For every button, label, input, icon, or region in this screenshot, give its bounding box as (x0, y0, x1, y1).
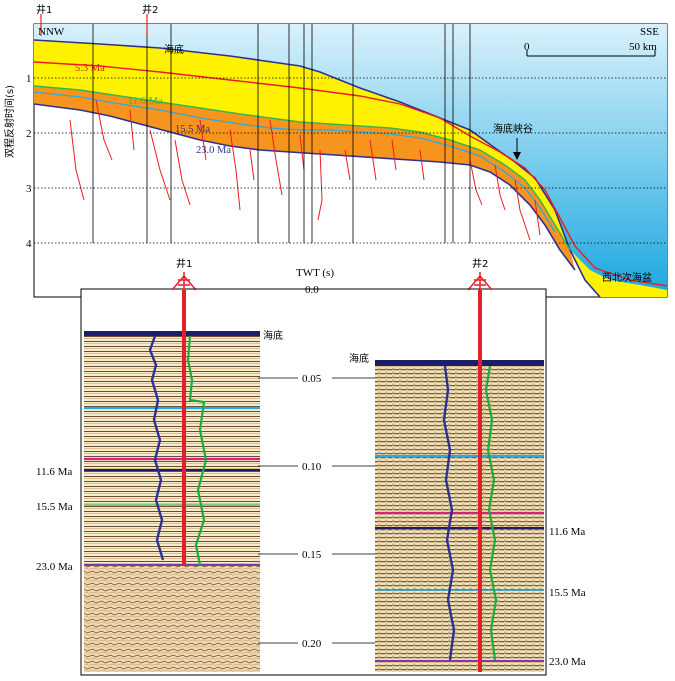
twt-tick-015: 0.15 (302, 549, 322, 561)
right-seismic-panel (375, 290, 544, 672)
top-profile: 井1 井2 NNW SSE 0 50 km 双程反射时间(s) 1 2 3 4 … (3, 3, 668, 298)
survey-lines (92, 24, 471, 243)
right-horizon-15-5-label: 15.5 Ma (549, 587, 586, 599)
y-axis-title: 双程反射时间(s) (3, 85, 16, 158)
left-green-log (186, 335, 208, 566)
fault-lines (69, 99, 541, 241)
upper-sediment-layer (34, 40, 667, 297)
left-seafloor-label: 海底 (263, 329, 283, 342)
horizon-15-5-label: 15.5 Ma (175, 124, 210, 135)
twt-tick-020: 0.20 (302, 638, 322, 650)
twt-tick-010: 0.10 (302, 461, 322, 473)
basin-label: 西北次海盆 (602, 271, 652, 284)
well-2-top-label: 井2 (142, 3, 158, 16)
water-column (34, 24, 667, 297)
direction-right-label: SSE (640, 26, 659, 38)
y-tick-2: 2 (26, 128, 32, 140)
right-horizon-23-0-label: 23.0 Ma (549, 656, 586, 668)
horizon-11-6-line (34, 85, 571, 251)
canyon-label: 海底峡谷 (493, 122, 533, 135)
horizon-11-6-label: 11.6 Ma (128, 96, 163, 107)
twt-tick-0: 0.0 (305, 284, 319, 296)
horizon-15-5-line (34, 91, 556, 233)
scale-bar: 0 50 km (524, 41, 657, 57)
direction-left-label: NNW (38, 26, 65, 38)
right-horizon-11-6-label: 11.6 Ma (549, 526, 585, 538)
y-tick-3: 3 (26, 183, 32, 195)
left-horizon-11-6-label: 11.6 Ma (36, 466, 72, 478)
bottom-well-tie: 井1 井2 TWT (s) 0.0 0.05 0.10 0.15 0.20 海底… (36, 257, 586, 676)
left-horizon-23-0-label: 23.0 Ma (36, 561, 73, 573)
twt-axis-title: TWT (s) (296, 267, 334, 279)
well-2-bottom-label: 井2 (472, 257, 488, 270)
right-well-symbol (467, 272, 493, 291)
y-tick-1: 1 (26, 73, 32, 85)
right-blue-log (442, 365, 456, 661)
horizon-5-3-label: 5.3 Ma (75, 63, 105, 74)
y-tick-4: 4 (26, 238, 32, 250)
twt-tick-005: 0.05 (302, 373, 322, 385)
left-horizon-15-5-label: 15.5 Ma (36, 501, 73, 513)
scale-end-label: 50 km (629, 41, 657, 53)
well-1-top-label: 井1 (36, 3, 52, 16)
time-gridlines (34, 77, 667, 244)
well-1-bottom-label: 井1 (176, 257, 192, 270)
left-well-symbol (171, 272, 197, 291)
scale-start-label: 0 (524, 41, 530, 53)
horizon-23-0-line (34, 103, 576, 271)
twt-tick-lines (185, 288, 480, 644)
horizon-23-0-label: 23.0 Ma (196, 145, 231, 156)
left-blue-log (148, 335, 165, 561)
canyon-arrow-head (513, 152, 521, 160)
seafloor-label-top: 海底 (164, 43, 184, 56)
right-green-log (484, 365, 498, 661)
right-seafloor-label: 海底 (349, 352, 369, 365)
left-seismic-panel (84, 290, 260, 672)
